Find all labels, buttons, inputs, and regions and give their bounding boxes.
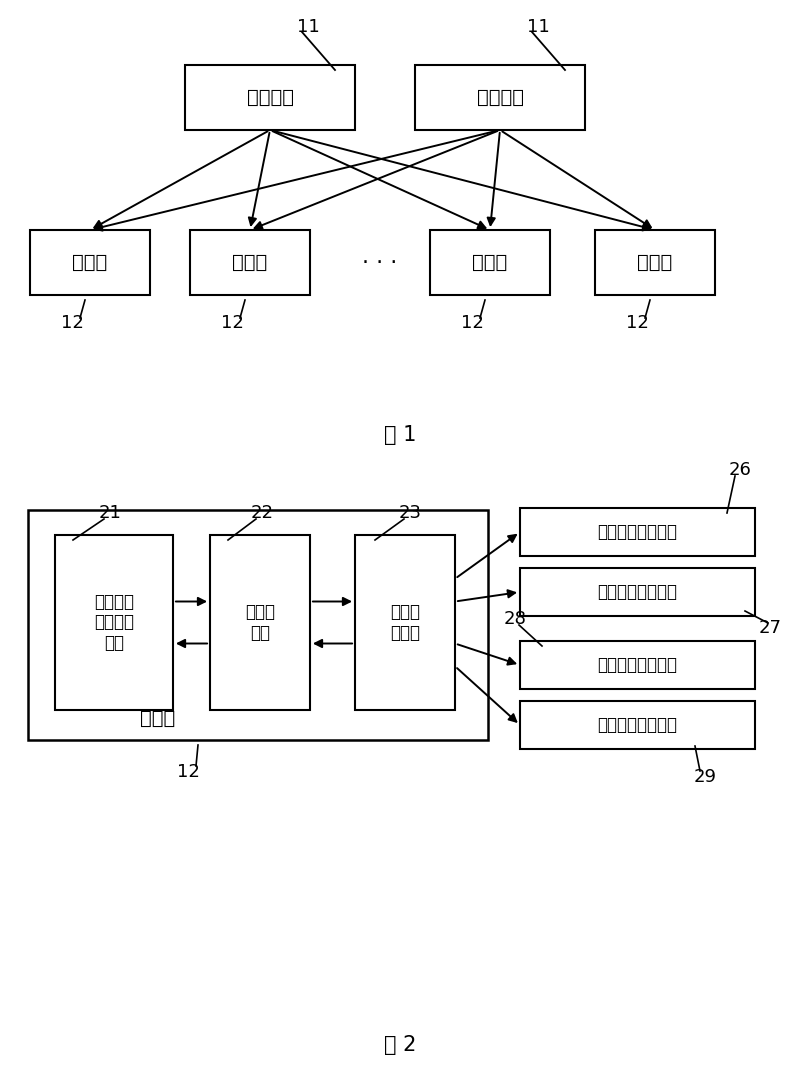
Text: 业务板: 业务板 [72,253,108,272]
Text: · · ·: · · · [362,253,398,273]
Bar [30,230,150,295]
Bar [520,641,755,689]
Text: 12: 12 [221,314,243,332]
Text: 26: 26 [729,461,751,479]
Bar [595,230,715,295]
Text: 21: 21 [98,504,122,522]
Text: 23: 23 [398,504,422,522]
Text: 交换网板: 交换网板 [246,88,294,107]
Text: 业务板内
其他电路
模块: 业务板内 其他电路 模块 [94,593,134,653]
Bar [210,535,310,710]
Text: 业务板: 业务板 [472,253,508,272]
Bar [185,65,355,129]
Text: 备用通道接收接口: 备用通道接收接口 [598,716,678,734]
Text: 主用通道接收接口: 主用通道接收接口 [598,523,678,541]
Bar [430,230,550,295]
Text: 12: 12 [461,314,483,332]
Text: 27: 27 [758,620,782,637]
Text: 图 1: 图 1 [384,425,416,445]
Text: 备用通道发送接口: 备用通道发送接口 [598,583,678,601]
Bar [28,510,488,740]
Text: 业务板: 业务板 [638,253,673,272]
Bar [520,568,755,616]
Text: 图 2: 图 2 [384,1035,416,1055]
Bar [520,701,755,749]
Text: 22: 22 [250,504,274,522]
Text: 物理层
电路: 物理层 电路 [245,603,275,642]
Text: 12: 12 [61,314,83,332]
Bar [55,535,173,710]
Text: 28: 28 [503,610,526,628]
Bar [190,230,310,295]
Text: 链路复
制器件: 链路复 制器件 [390,603,420,642]
Bar [520,508,755,556]
Text: 11: 11 [297,18,319,36]
Text: 业务板: 业务板 [140,708,176,728]
Text: 11: 11 [526,18,550,36]
Text: 业务板: 业务板 [232,253,268,272]
Text: 12: 12 [177,763,199,781]
Text: 主用通道接收接口: 主用通道接收接口 [598,656,678,674]
Bar [415,65,585,129]
Text: 12: 12 [626,314,649,332]
Text: 交换网板: 交换网板 [477,88,523,107]
Text: 29: 29 [694,768,717,786]
Bar [355,535,455,710]
